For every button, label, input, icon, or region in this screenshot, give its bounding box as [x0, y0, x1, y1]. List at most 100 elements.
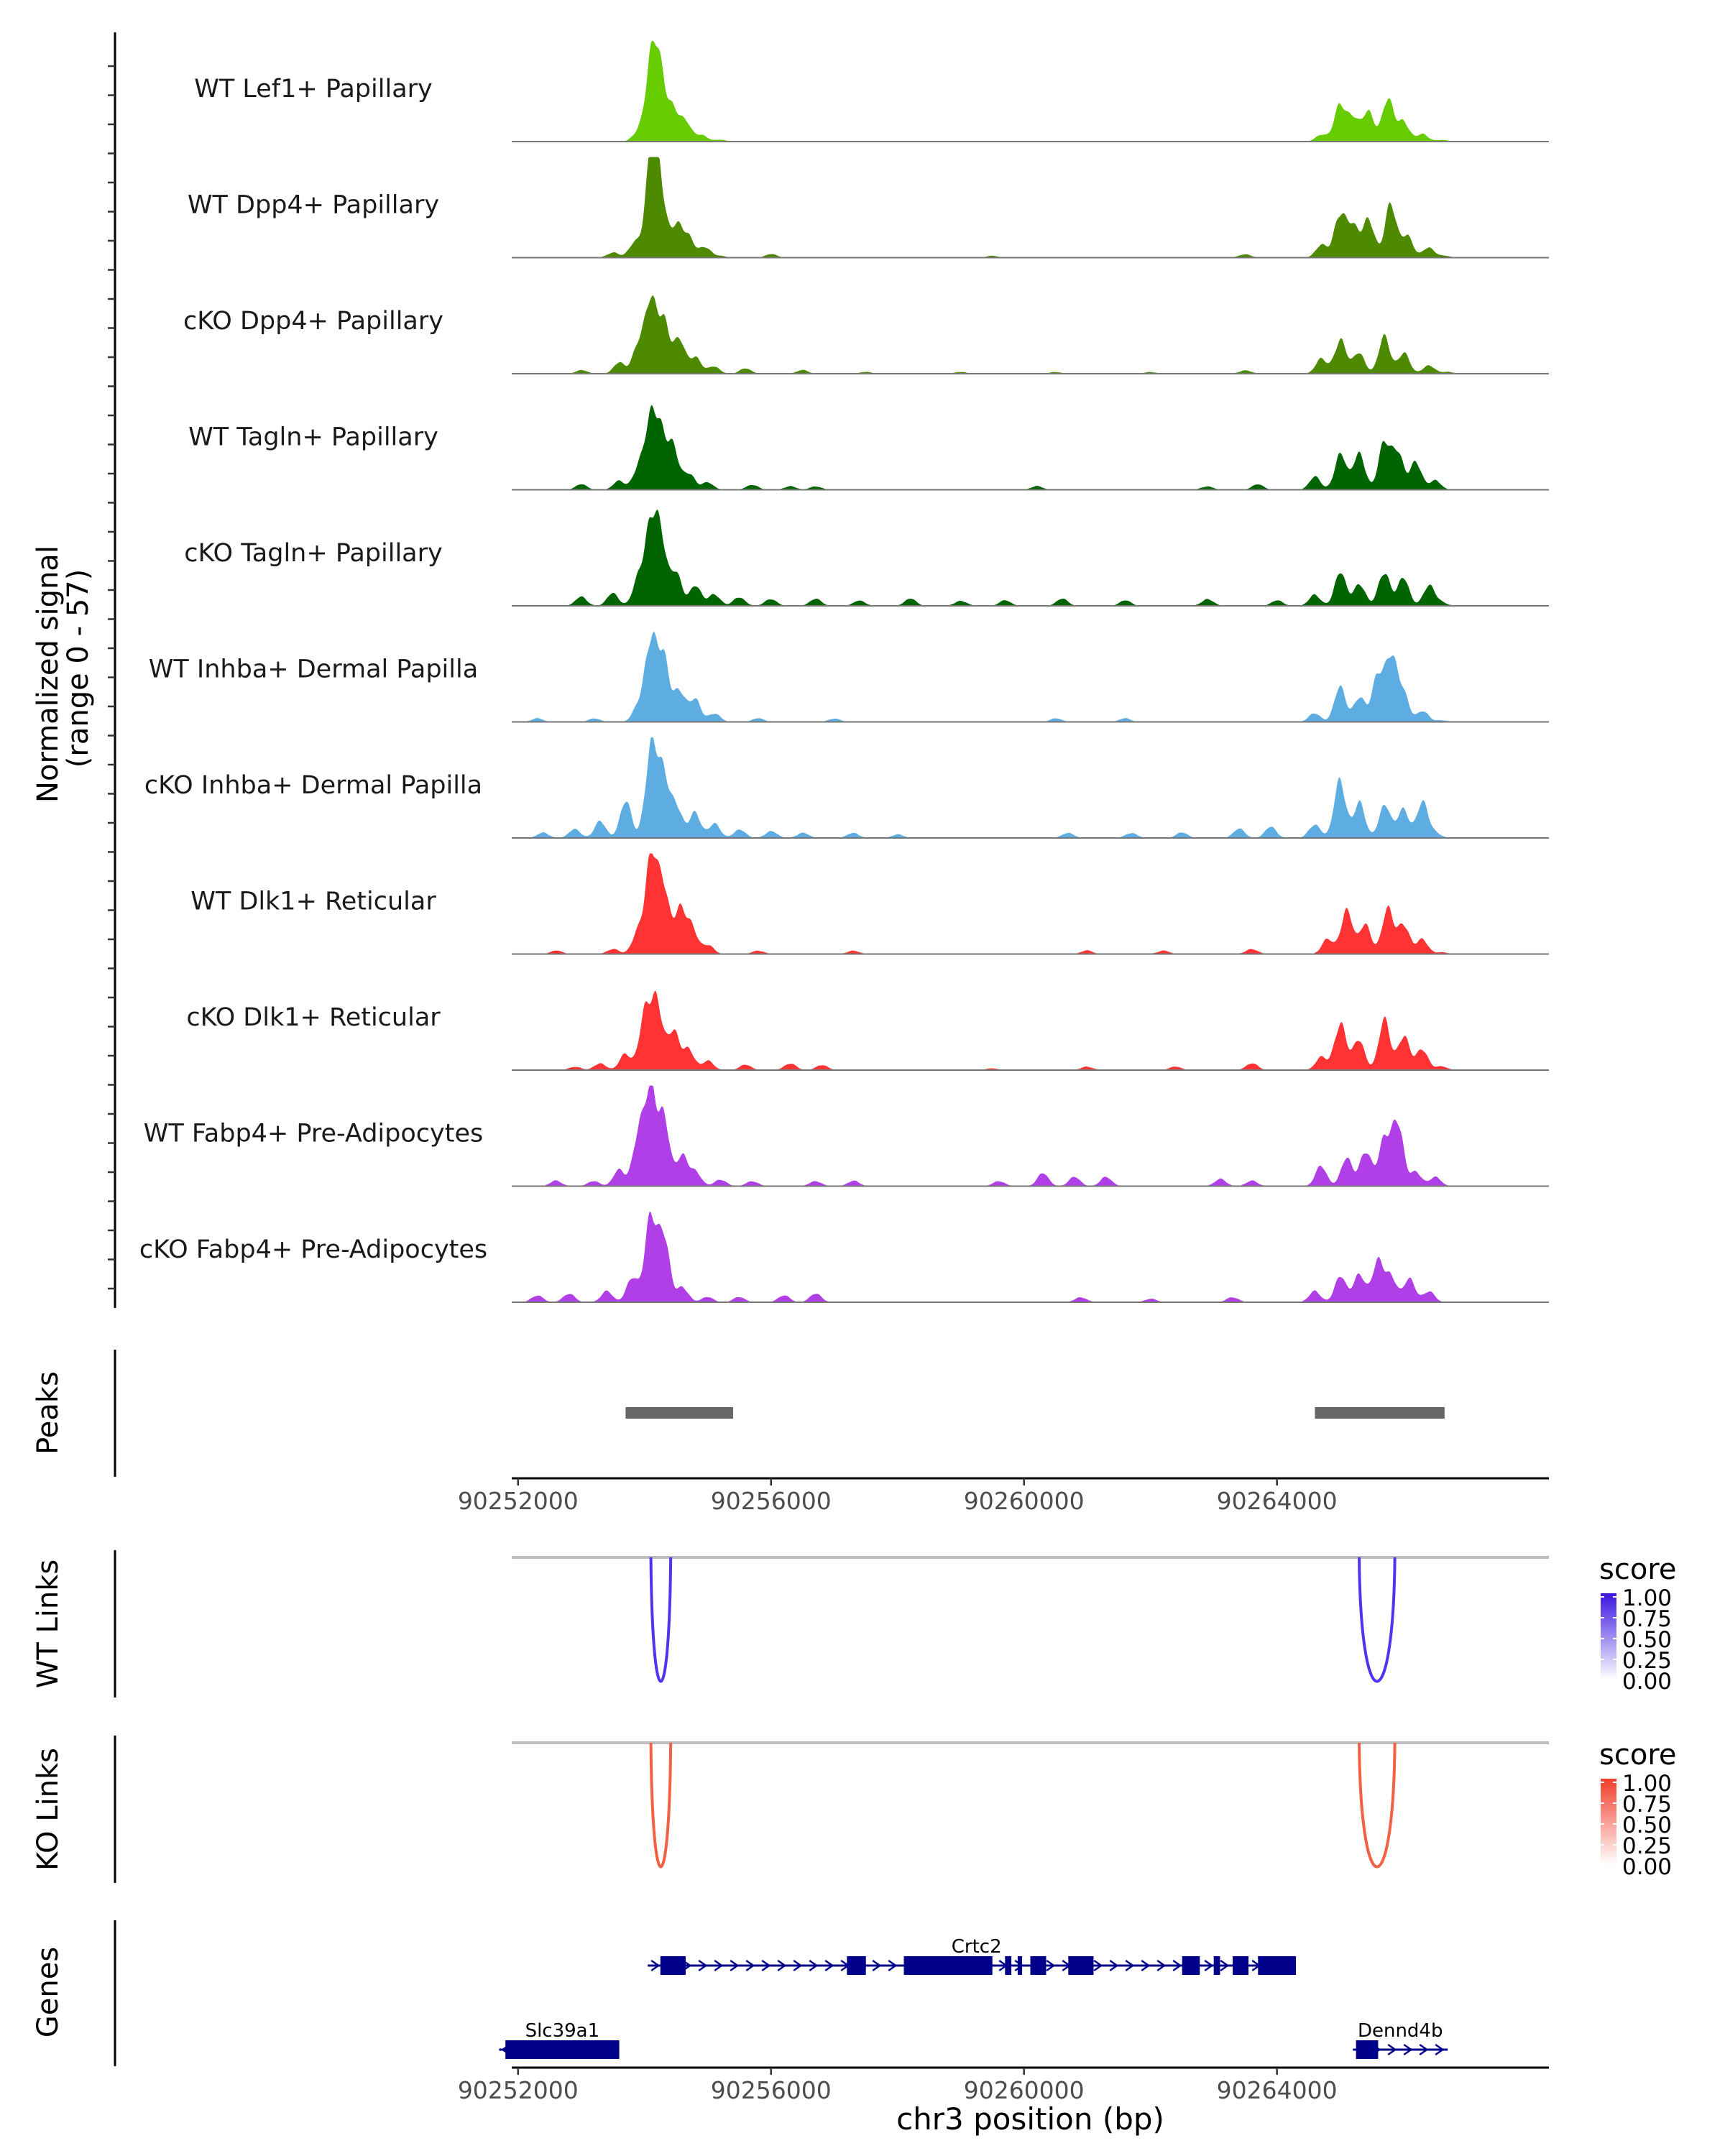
peak-region — [625, 1407, 733, 1419]
strand-arrow — [777, 1959, 787, 1972]
coverage-area — [524, 853, 1464, 954]
strand-arrow — [793, 1959, 803, 1972]
x-axis-bottom-tick-label: 90264000 — [1217, 2076, 1338, 2104]
legend-tick-label: 0.25 — [1622, 1833, 1672, 1859]
coverage-y-axis-subtitle: (range 0 - 57) — [62, 569, 95, 768]
gene-exon — [1068, 1956, 1094, 1975]
legend-tick-label: 0.00 — [1622, 1854, 1672, 1880]
coverage-track: cKO Dlk1+ Reticular — [186, 990, 1549, 1071]
coverage-track: WT Inhba+ Dermal Papilla — [149, 632, 1549, 723]
track-label: WT Lef1+ Papillary — [194, 75, 433, 103]
coverage-area — [524, 405, 1464, 490]
strand-arrow — [1156, 1959, 1167, 1972]
legend-tick-label: 0.25 — [1622, 1648, 1672, 1674]
x-axis-mid-tick-label: 90256000 — [711, 1487, 832, 1515]
track-label: cKO Inhba+ Dermal Papilla — [144, 771, 482, 800]
legend-tick-label: 0.00 — [1622, 1669, 1672, 1695]
strand-arrow — [1387, 2043, 1397, 2056]
coverage-track: WT Lef1+ Papillary — [194, 41, 1549, 142]
gene-exon — [1017, 1956, 1023, 1975]
gene-label: Slc39a1 — [525, 2020, 600, 2042]
gene-exon — [1030, 1956, 1046, 1975]
x-axis-mid-tick-label: 90264000 — [1217, 1487, 1338, 1515]
link-arc — [1358, 1742, 1397, 1869]
gene-exon — [903, 1956, 993, 1975]
gene-exon — [847, 1956, 866, 1975]
strand-arrow — [1109, 1959, 1119, 1972]
track-label: cKO Dpp4+ Papillary — [183, 307, 443, 336]
coverage-area — [524, 632, 1464, 722]
coverage-track: cKO Inhba+ Dermal Papilla — [144, 737, 1549, 839]
strand-arrow — [745, 1959, 755, 1972]
coverage-track: cKO Tagln+ Papillary — [184, 509, 1549, 607]
wt-links-y-axis-title: WT Links — [32, 1560, 65, 1688]
ko-links-legend-title: score — [1599, 1738, 1676, 1772]
gene-exon — [1213, 1956, 1220, 1975]
strand-arrow — [714, 1959, 724, 1972]
coverage-y-axis-title: Normalized signal — [32, 545, 65, 803]
strand-arrow — [1141, 1959, 1151, 1972]
coverage-track: WT Dpp4+ Papillary — [188, 157, 1549, 259]
strand-arrow — [872, 1959, 882, 1972]
track-label: WT Dpp4+ Papillary — [188, 191, 439, 220]
wt-links-legend-title: score — [1599, 1553, 1676, 1586]
legend-tick-label: 0.50 — [1622, 1627, 1672, 1653]
coverage-area — [524, 41, 1464, 142]
coverage-track: cKO Fabp4+ Pre-Adipocytes — [139, 1211, 1549, 1303]
coverage-area — [524, 509, 1464, 606]
strand-arrow — [809, 1959, 819, 1972]
strand-arrow — [888, 1959, 898, 1972]
genes-y-axis-title: Genes — [32, 1947, 65, 2037]
coverage-area — [524, 990, 1464, 1070]
gene-exon — [505, 2040, 620, 2059]
strand-arrow — [698, 1959, 708, 1972]
coverage-area — [524, 157, 1464, 258]
gene-exon — [1005, 1956, 1012, 1975]
strand-arrow — [761, 1959, 771, 1972]
legend-tick-label: 1.00 — [1622, 1585, 1672, 1611]
gene-model: Slc39a1 — [499, 2020, 620, 2059]
coverage-area — [524, 737, 1464, 838]
legend-tick-label: 1.00 — [1622, 1771, 1672, 1797]
strand-arrow — [1403, 2043, 1413, 2056]
x-axis-bottom-tick-label: 90252000 — [458, 2076, 579, 2104]
strand-arrow — [1093, 1959, 1103, 1972]
track-label: cKO Dlk1+ Reticular — [186, 1003, 441, 1032]
peaks-y-axis-title: Peaks — [32, 1371, 65, 1455]
track-label: WT Tagln+ Papillary — [188, 423, 438, 452]
strand-arrow — [1125, 1959, 1135, 1972]
coverage-track: WT Dlk1+ Reticular — [190, 853, 1549, 955]
strand-arrow — [1419, 2043, 1429, 2056]
gene-label: Dennd4b — [1358, 2020, 1443, 2042]
gene-exon — [1182, 1956, 1200, 1975]
legend-tick-label: 0.50 — [1622, 1812, 1672, 1838]
ko-links-y-axis-title: KO Links — [32, 1748, 65, 1871]
x-axis-mid-tick-label: 90252000 — [458, 1487, 579, 1515]
strand-arrow — [1014, 1959, 1024, 1972]
strand-arrow — [1220, 1959, 1230, 1972]
x-axis-bottom-tick-label: 90256000 — [711, 2076, 832, 2104]
track-label: WT Dlk1+ Reticular — [190, 888, 436, 916]
x-axis-mid-tick-label: 90260000 — [964, 1487, 1085, 1515]
strand-arrow — [1046, 1959, 1056, 1972]
gene-model: Crtc2 — [648, 1936, 1297, 1975]
peak-region — [1315, 1407, 1445, 1419]
link-arc — [1358, 1557, 1397, 1683]
gene-model: Dennd4b — [1353, 2020, 1448, 2059]
gene-exon — [1233, 1956, 1249, 1975]
legend-tick-label: 0.75 — [1622, 1606, 1672, 1632]
gene-exon — [1258, 1956, 1297, 1975]
strand-arrow — [1204, 1959, 1214, 1972]
track-label: WT Inhba+ Dermal Papilla — [149, 655, 478, 684]
coverage-area — [524, 1085, 1464, 1187]
strand-arrow — [1172, 1959, 1182, 1972]
coverage-track: WT Tagln+ Papillary — [188, 405, 1549, 491]
gene-exon — [660, 1956, 686, 1975]
coverage-area — [524, 1211, 1464, 1302]
track-label: cKO Fabp4+ Pre-Adipocytes — [139, 1235, 487, 1264]
strand-arrow — [650, 1959, 661, 1972]
link-arc — [649, 1557, 673, 1683]
gene-exon — [1356, 2040, 1379, 2059]
track-label: cKO Tagln+ Papillary — [184, 539, 443, 568]
